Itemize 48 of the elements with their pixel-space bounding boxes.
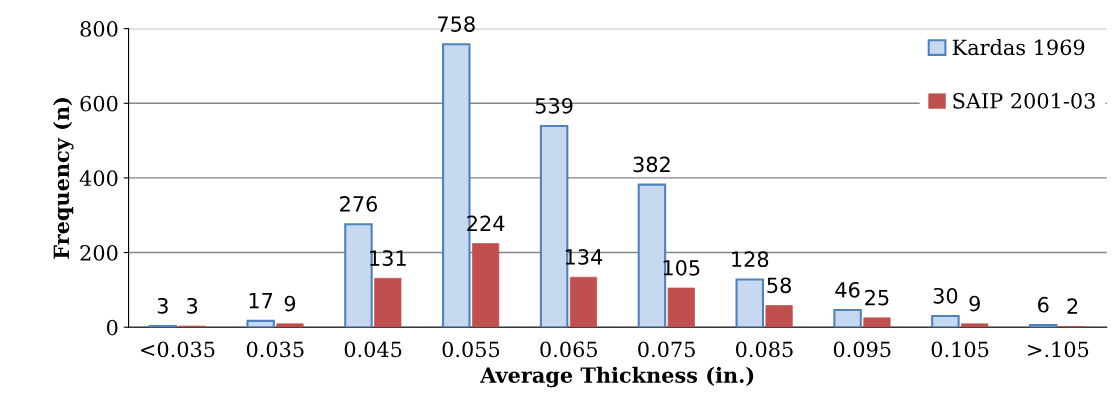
data-label: 2: [1067, 298, 1078, 314]
y-tick-label: 0: [106, 319, 118, 336]
bar: [569, 276, 598, 328]
y-tick-label: 400: [79, 170, 118, 187]
x-tick-label: >.105: [1028, 341, 1089, 358]
data-label: 276: [340, 196, 378, 212]
x-tick-label: 0.065: [540, 341, 597, 358]
data-label: 758: [438, 16, 475, 32]
x-tick-label: 0.085: [735, 341, 793, 358]
data-label: 382: [633, 156, 670, 173]
bar: [735, 278, 765, 328]
bar: [833, 308, 862, 328]
data-label: 9: [969, 295, 980, 312]
data-label: 128: [732, 251, 769, 268]
bar: [931, 314, 960, 328]
y-tick-label: 800: [80, 21, 118, 37]
bar: [667, 287, 695, 328]
legend-label: Kardas 1969: [952, 39, 1085, 56]
data-label: 25: [865, 289, 889, 306]
x-axis-title: Average Thickness (in.): [480, 366, 754, 388]
bar: [1028, 323, 1058, 328]
x-tick-label: 0.075: [638, 341, 695, 358]
data-label: 3: [157, 297, 168, 314]
x-tick-label: 0.095: [833, 341, 891, 358]
legend-label: SAIP 2001-03: [953, 92, 1095, 109]
data-label: 30: [933, 287, 958, 304]
data-label: 539: [535, 97, 573, 114]
y-tick-label: 200: [80, 245, 118, 261]
y-axis-title: Frequency (n): [53, 98, 74, 259]
data-label: 17: [249, 293, 273, 309]
data-label: 6: [1038, 296, 1049, 313]
bar: [765, 305, 793, 328]
x-tick-label: 0.055: [442, 341, 500, 358]
x-tick-label: 0.105: [931, 341, 989, 358]
data-label: 3: [187, 297, 198, 314]
data-label: 9: [284, 295, 296, 312]
data-label: 46: [835, 281, 860, 298]
x-tick-label: <0.035: [141, 341, 215, 358]
x-tick-label: 0.035: [246, 341, 304, 358]
y-tick-label: 600: [80, 95, 118, 112]
x-tick-label: 0.045: [344, 341, 402, 358]
bar: [246, 319, 275, 328]
bar: [472, 243, 500, 328]
bar: [276, 323, 304, 328]
bar: [374, 277, 402, 328]
bar: [961, 323, 989, 328]
data-label: 58: [767, 277, 791, 294]
bar: [863, 317, 891, 328]
